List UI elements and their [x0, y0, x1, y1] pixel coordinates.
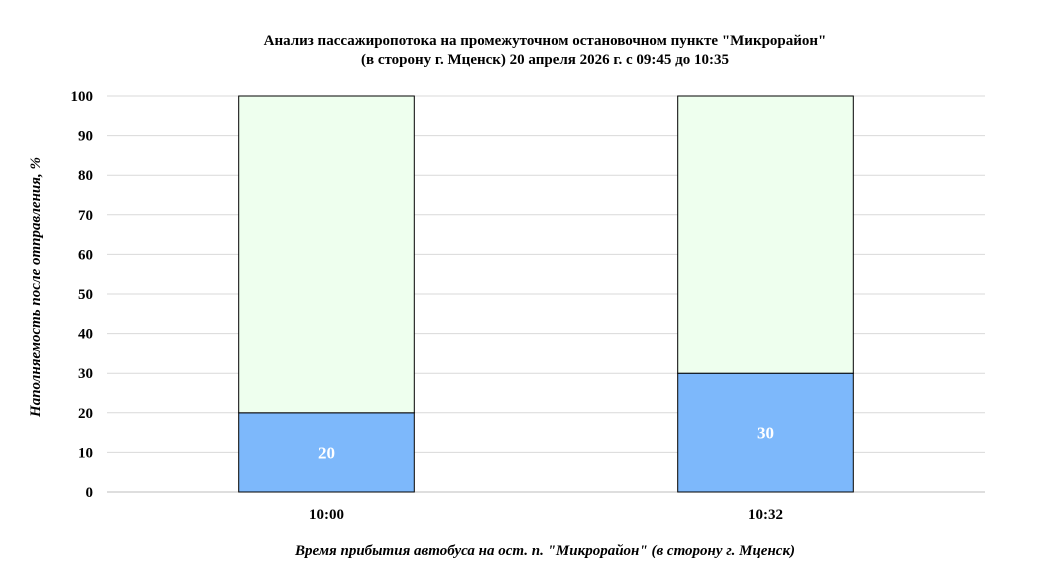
chart-subtitle: (в сторону г. Мценск) 20 апреля 2026 г. … [360, 52, 729, 68]
bar-segment [677, 372, 854, 493]
x-axis-label: Время прибытия автобуса на ост. п. "Микр… [294, 543, 795, 559]
x-axis-ticks: 10:00 10:32 [309, 507, 783, 523]
y-tick-label: 70 [78, 208, 93, 224]
y-tick-label: 30 [78, 366, 93, 382]
y-tick-label: 0 [86, 485, 94, 501]
y-tick-label: 80 [78, 168, 93, 184]
bar-segment [238, 412, 415, 493]
y-tick-label: 20 [78, 406, 93, 422]
x-tick-label: 10:32 [748, 507, 783, 523]
bar-segment [238, 95, 415, 414]
y-axis-ticks: 0 10 20 30 40 50 60 70 80 90 100 [71, 89, 94, 501]
y-tick-label: 60 [78, 247, 93, 263]
y-tick-label: 10 [78, 445, 93, 461]
bar-value-label: 30 [757, 424, 774, 443]
y-tick-label: 90 [78, 129, 93, 145]
y-axis-label: Наполняемость после отправления, % [28, 157, 44, 418]
chart-title: Анализ пассажиропотока на промежуточном … [263, 33, 827, 49]
bar-segment [677, 95, 854, 374]
y-tick-label: 100 [71, 89, 94, 105]
y-tick-label: 40 [78, 327, 93, 343]
bar-value-label: 20 [318, 443, 335, 462]
y-tick-label: 50 [78, 287, 93, 303]
x-tick-label: 10:00 [309, 507, 344, 523]
